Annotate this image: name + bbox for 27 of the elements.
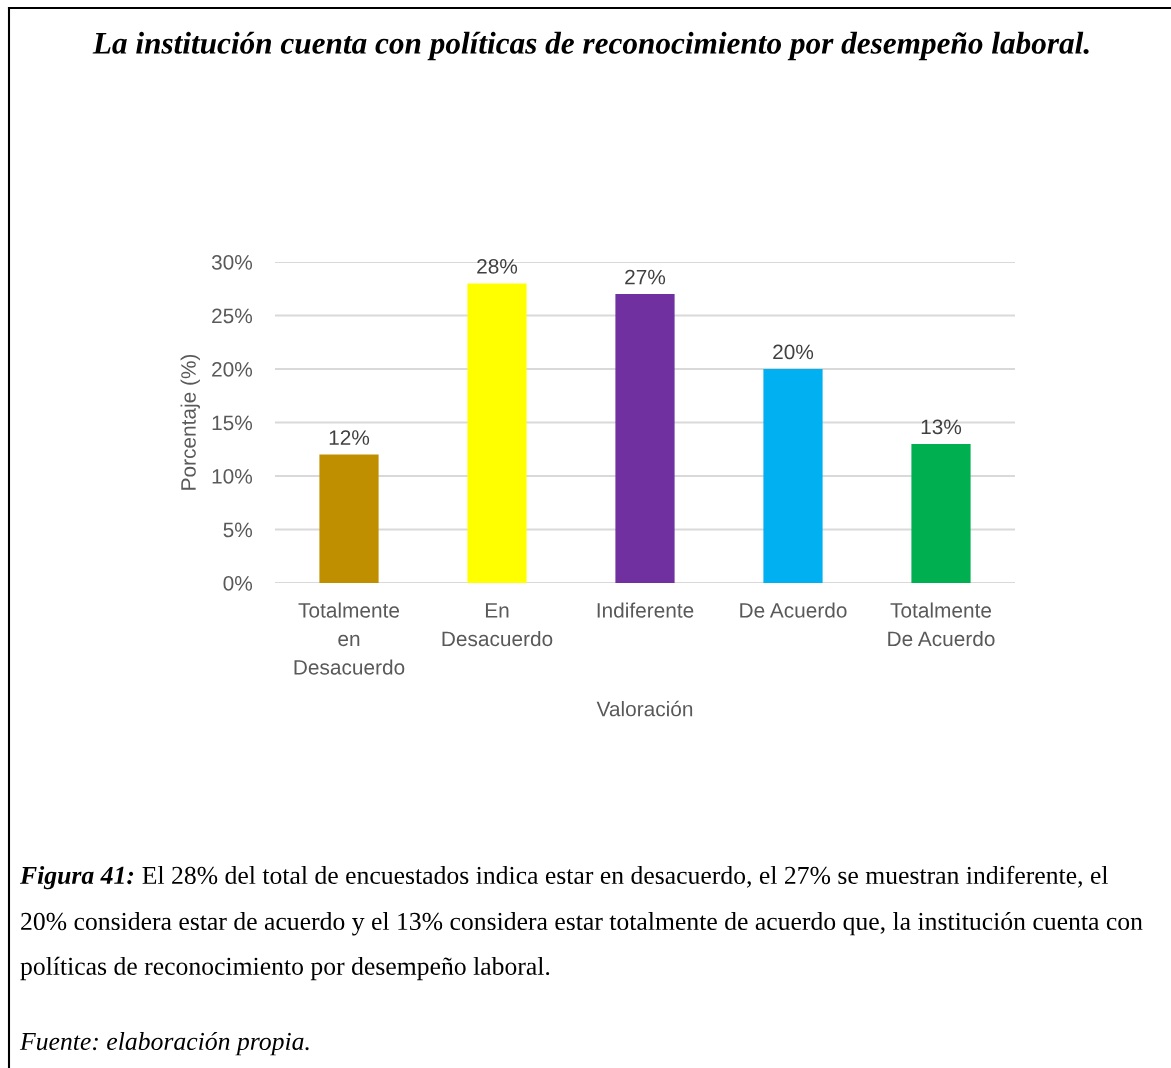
bar [319,454,379,583]
bar [467,283,527,583]
data-label: 13% [921,419,962,435]
y-tick-label: 5% [223,522,253,538]
x-tick-label: Totalmente De Acuerdo [888,602,995,647]
y-tick-label: 0% [223,576,253,591]
x-tick-label: Totalmente en Desacuerdo [294,602,405,675]
data-label: 28% [477,258,518,274]
x-axis-title: Valoración [596,700,693,717]
bar [615,294,675,583]
y-tick-label: 10% [212,469,253,484]
y-tick-label: 25% [212,308,253,324]
x-tick-label: De Acuerdo [740,602,847,618]
y-tick-label: 15% [212,415,253,431]
chart-title: La institución cuenta con políticas de reconocimiento por desempeño laboral. [92,31,1089,61]
source-note: Fuente: elaboración propia. [19,1032,309,1056]
y-tick-label: 30% [211,255,253,270]
data-label: 12% [329,430,370,445]
data-label: 20% [773,344,814,360]
x-tick-label: En Desacuerdo [442,603,553,647]
bar [763,369,823,583]
text: Figura 41: El 28% del total de encuestados indica estar en desacuerdo, el 27% se muestran indiferente, el 20% considera estar de acuerdo y el 13% considera estar totalmente de acuerdo que, la institución cuenta con políticas de reconocimiento por desempeño laboral. [19,865,1143,981]
y-axis-title: Porcentaje (%) [180,354,200,490]
bar [911,443,971,583]
data-label: 27% [625,269,666,285]
x-tick-label: Indiferente [597,602,694,618]
y-tick-label: 20% [212,362,253,377]
